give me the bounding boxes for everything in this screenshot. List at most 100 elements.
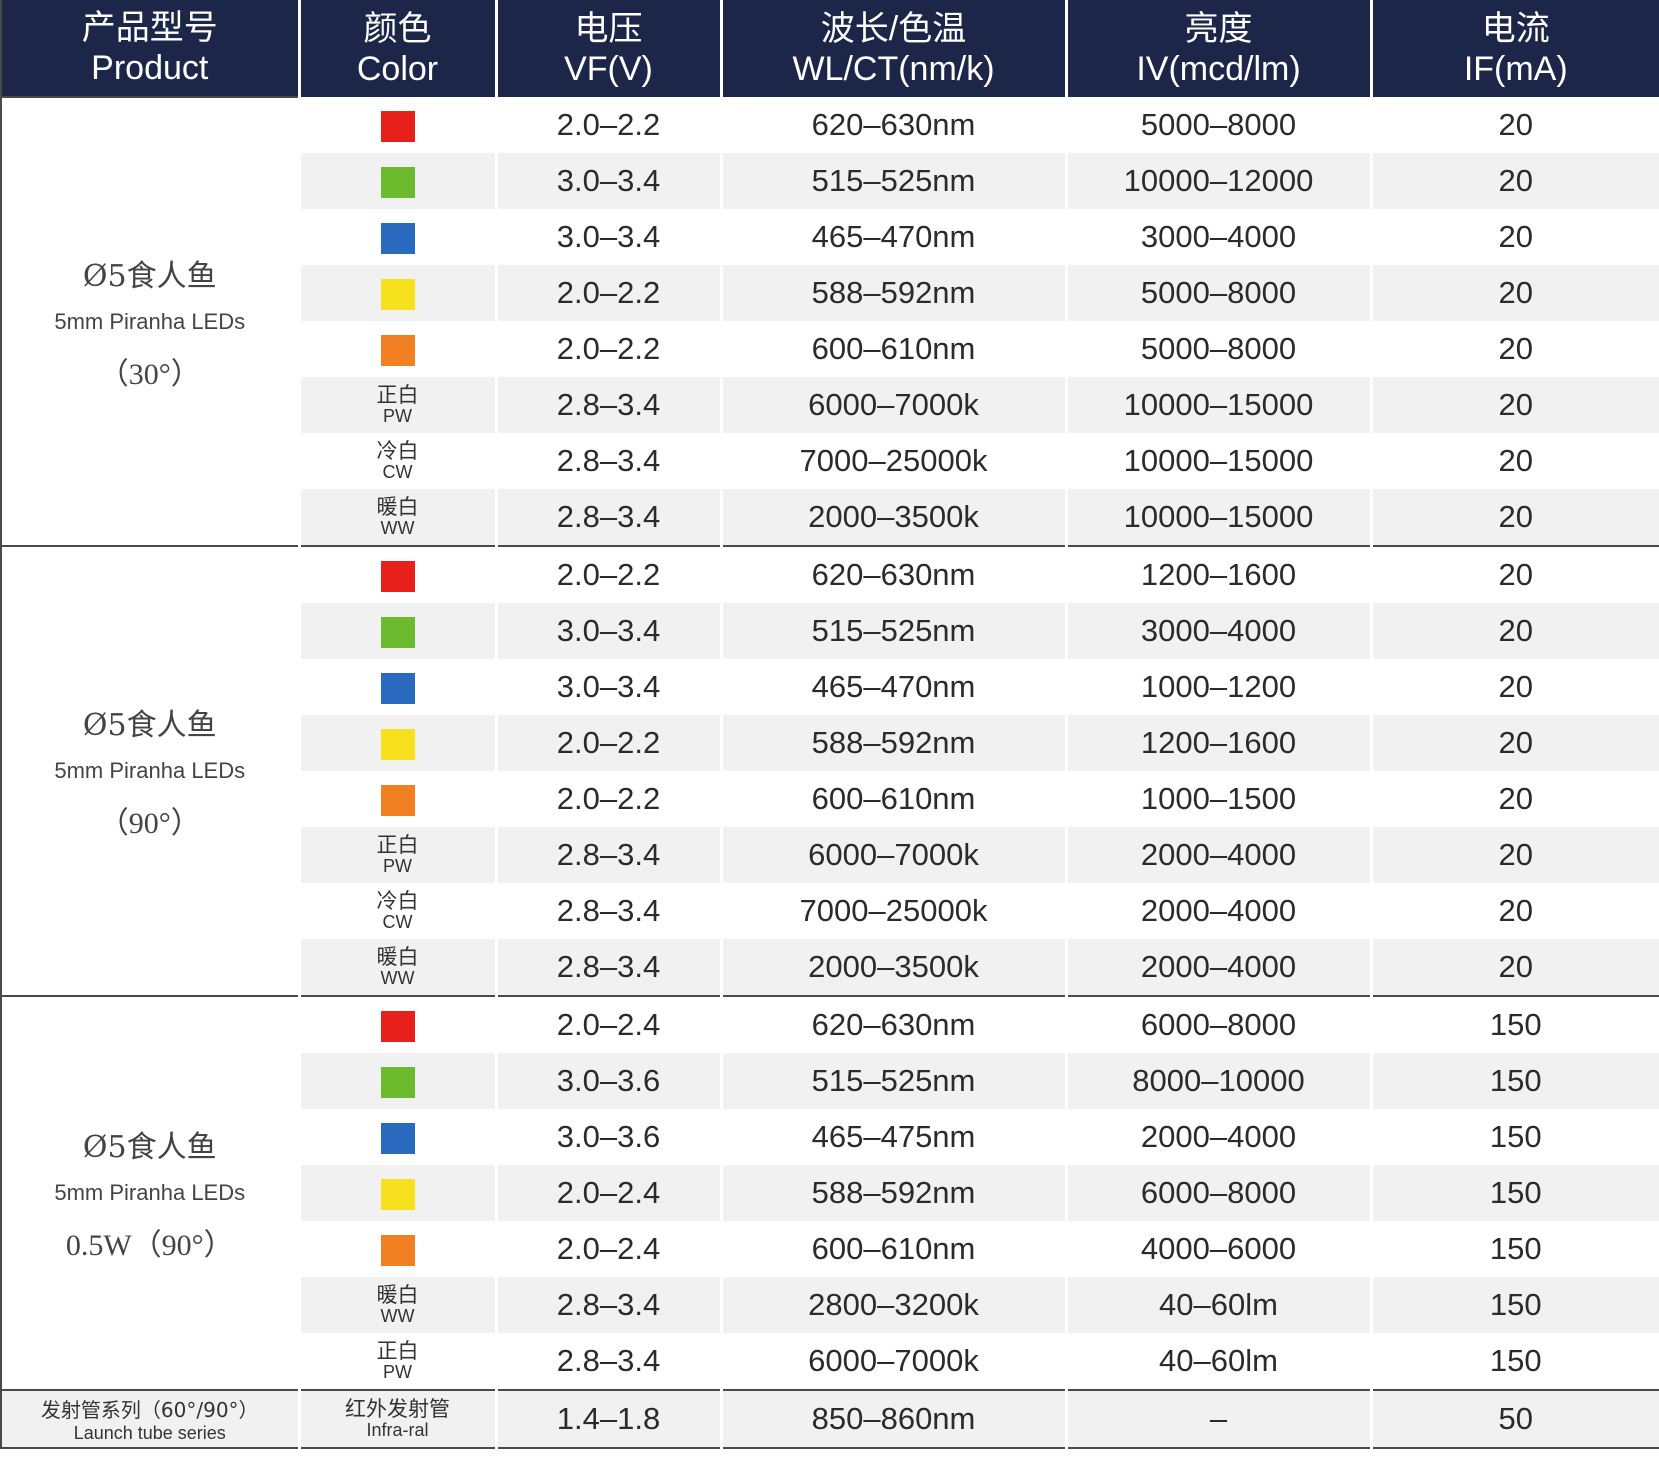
table-row: 正白 PW 2.8–3.4 6000–7000k 10000–15000 20 [1,377,1659,433]
product-name-cn: Ø5食人鱼 [82,708,217,743]
wavelength-cell: 515–525nm [719,603,1066,659]
color-swatch-red [380,1011,415,1043]
current-cell: 150 [1369,1221,1659,1277]
voltage-cell: 2.0–2.2 [494,321,721,377]
wavelength-cell: 588–592nm [719,1165,1066,1221]
color-swatch-blue [380,223,415,255]
wavelength-cell: 850–860nm [719,1389,1066,1448]
brightness-cell: 2000–4000 [1064,827,1371,883]
brightness-cell: 10000–12000 [1064,153,1371,209]
color-cell: 冷白 CW [297,883,496,939]
table-row: 2.0–2.2 600–610nm 1000–1500 20 [1,771,1659,827]
color-cell [297,546,496,603]
wavelength-cell: 2800–3200k [719,1277,1066,1333]
voltage-cell: 2.0–2.2 [494,771,721,827]
color-swatch-green [380,167,415,199]
wavelength-cell: 6000–7000k [719,1333,1066,1391]
brightness-cell: 5000–8000 [1064,321,1371,377]
current-cell: 20 [1369,377,1659,433]
color-swatch-blue [380,673,415,705]
table-row: 暖白 WW 2.8–3.4 2800–3200k 40–60lm 150 [1,1277,1659,1333]
header-brightness: 亮度 IV(mcd/lm) [1064,0,1371,97]
header-brightness-cn: 亮度 [1184,9,1253,48]
header-wavelength: 波长/色温 WL/CT(nm/k) [719,0,1066,97]
color-swatch-green [380,1067,415,1099]
color-label-cn: 暖白 [376,1283,419,1307]
wavelength-cell: 7000–25000k [719,433,1066,489]
current-cell: 20 [1369,265,1659,321]
product-cell: Ø5食人鱼 5mm Piranha LEDs （90°） [1,545,300,996]
product-cell: 发射管系列（60°/90°） Launch tube series [1,1389,300,1448]
color-cell: 正白 PW [297,827,496,883]
current-cell: 20 [1369,883,1659,939]
current-cell: 150 [1369,1333,1659,1391]
brightness-cell: 10000–15000 [1064,377,1371,433]
header-row: 产品型号 Product 颜色 Color 电压 VF(V) 波长/色温 WL/CT(nm/k… [1,0,1659,97]
table-row: 正白 PW 2.8–3.4 6000–7000k 40–60lm 150 [1,1333,1659,1391]
voltage-cell: 2.8–3.4 [494,377,721,433]
wavelength-cell: 588–592nm [719,715,1066,771]
brightness-cell: 2000–4000 [1064,883,1371,939]
table-row: 3.0–3.4 465–470nm 1000–1200 20 [1,659,1659,715]
table-row: Ø5食人鱼 5mm Piranha LEDs 0.5W（90°） 2.0–2.4 620… [1,995,1659,1390]
current-cell: 20 [1369,433,1659,489]
voltage-cell: 2.8–3.4 [494,939,721,997]
header-color-cn: 颜色 [363,9,432,48]
color-label-en: WW [380,968,415,988]
wavelength-cell: 6000–7000k [719,827,1066,883]
brightness-cell: 2000–4000 [1064,1109,1371,1165]
color-cell [297,1053,496,1109]
table-row: 正白 PW 2.8–3.4 6000–7000k 2000–4000 20 [1,827,1659,883]
color-label-en: PW [383,1362,412,1382]
color-label-en: CW [382,462,413,482]
current-cell: 150 [1369,1277,1659,1333]
wavelength-cell: 515–525nm [719,153,1066,209]
launch-tube-row: 发射管系列（60°/90°） Launch tube series 红外发射管 Inf… [1,1389,1659,1448]
color-cell [297,265,496,321]
header-color-en: Color [356,49,439,88]
voltage-cell: 3.0–3.4 [494,209,721,265]
table-body: Ø5食人鱼 5mm Piranha LEDs （30°） 2.0–2.2 620–630… [1,96,1659,1448]
color-cell [297,996,496,1053]
table-row: 3.0–3.6 465–475nm 2000–4000 150 [1,1109,1659,1165]
color-label-en: CW [382,912,413,932]
color-swatch-orange [380,335,415,367]
color-label-en: PW [383,856,412,876]
header-product: 产品型号 Product [1,0,299,97]
product-angle: （30°） [98,357,201,391]
wavelength-cell: 6000–7000k [719,377,1066,433]
voltage-cell: 3.0–3.6 [494,1109,721,1165]
table-row: 暖白 WW 2.8–3.4 2000–3500k 10000–15000 20 [1,489,1659,547]
header-product-en: Product [91,49,209,87]
voltage-cell: 2.8–3.4 [494,827,721,883]
wavelength-cell: 588–592nm [719,265,1066,321]
voltage-cell: 2.0–2.2 [494,546,721,603]
current-cell: 20 [1369,715,1659,771]
color-cell [297,153,496,209]
color-swatch-orange [380,785,415,817]
brightness-cell: 8000–10000 [1064,1053,1371,1109]
voltage-cell: 2.0–2.2 [494,265,721,321]
brightness-cell: 2000–4000 [1064,939,1371,997]
color-label-cn: 冷白 [376,439,419,463]
current-cell: 150 [1369,1165,1659,1221]
product-angle: 0.5W（90°） [65,1229,234,1262]
header-current-cn: 电流 [1481,9,1550,48]
header-brightness-en: IV(mcd/lm) [1136,49,1301,88]
voltage-cell: 2.0–2.4 [494,996,721,1053]
voltage-cell: 2.8–3.4 [494,1277,721,1333]
color-label-en: Infra-ral [366,1420,429,1440]
color-swatch-blue [380,1123,415,1155]
brightness-cell: – [1064,1389,1371,1448]
wavelength-cell: 2000–3500k [719,939,1066,997]
color-cell [297,771,496,827]
color-swatch-yellow [380,1179,415,1211]
voltage-cell: 3.0–3.4 [494,659,721,715]
color-cell [297,1165,496,1221]
current-cell: 20 [1369,827,1659,883]
color-label-en: PW [383,406,412,426]
table-row: 2.0–2.2 588–592nm 5000–8000 20 [1,265,1659,321]
color-cell: 暖白 WW [297,489,496,547]
table-row: 3.0–3.4 465–470nm 3000–4000 20 [1,209,1659,265]
